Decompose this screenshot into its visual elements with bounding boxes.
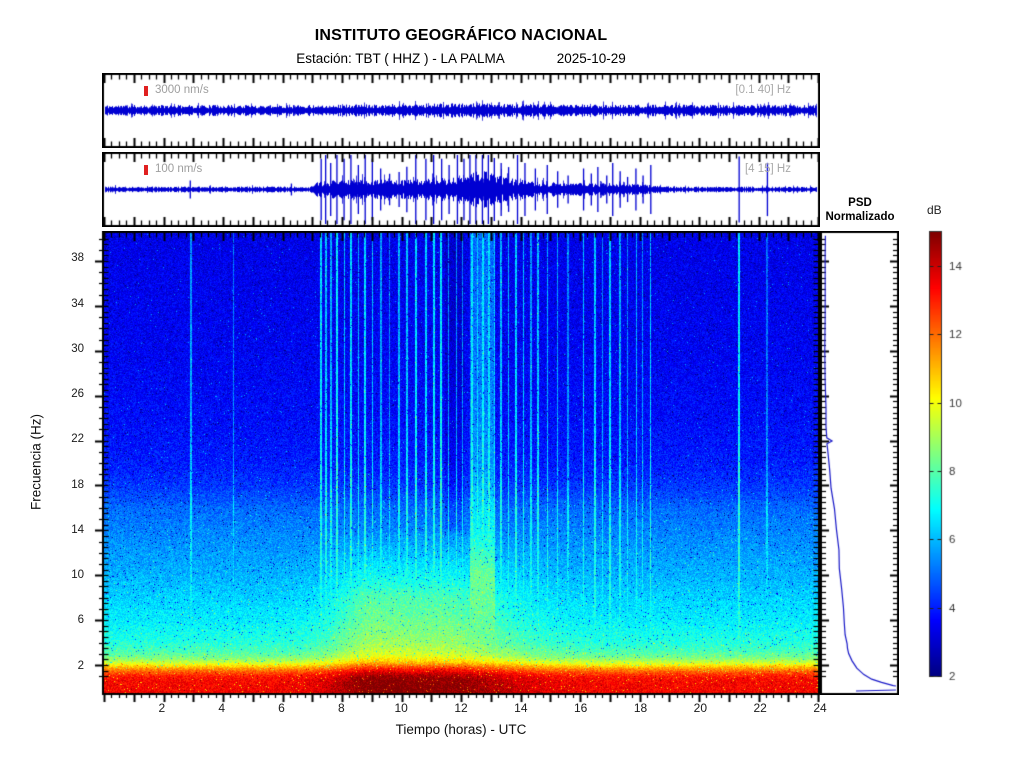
- time-tick-label: 4: [218, 701, 225, 715]
- time-tick-label: 6: [278, 701, 285, 715]
- station-label: Estación: TBT ( HHZ ) - LA PALMA: [296, 51, 505, 66]
- psd-curve-canvas: [820, 231, 899, 695]
- x-axis-label: Tiempo (horas) - UTC: [395, 722, 527, 737]
- time-tick-label: 20: [693, 701, 708, 715]
- scale-bar-icon: [144, 165, 148, 175]
- date-label: 2025-10-29: [556, 51, 626, 66]
- scale-label: 100 nm/s: [155, 163, 203, 175]
- frequency-tick-label: 10: [71, 569, 84, 582]
- frequency-tick-label: 34: [71, 297, 84, 310]
- time-tick-label: 14: [514, 701, 528, 715]
- time-tick-label: 16: [573, 701, 588, 715]
- filter-band-label: [4 15] Hz: [744, 163, 791, 175]
- scale-label: 3000 nm/s: [155, 84, 209, 96]
- subtitle-row: Estación: TBT ( HHZ ) - LA PALMA 2025-10…: [102, 51, 820, 66]
- spectrogram-canvas: [94, 231, 820, 705]
- time-tick-label: 8: [337, 701, 345, 715]
- colorbar-unit-label: dB: [927, 203, 942, 217]
- filter-band-label: [0.1 40] Hz: [735, 84, 791, 96]
- time-tick-label: 2: [158, 701, 166, 715]
- y-axis-label: Frecuencia (Hz): [28, 413, 44, 511]
- scale-bar-icon: [144, 86, 148, 96]
- time-tick-labels: 2 4 6 8 10 12 14 16 18 20 22 24: [102, 701, 826, 717]
- frequency-tick-label: 6: [77, 614, 84, 627]
- time-tick-label: 12: [454, 701, 468, 715]
- frequency-tick-label: 38: [71, 252, 84, 265]
- frequency-tick-label: 26: [71, 388, 84, 401]
- broadband-trace-canvas: [102, 73, 820, 148]
- frequency-tick-label: 22: [71, 433, 84, 446]
- time-tick-label: 24: [813, 701, 827, 715]
- frequency-tick-label: 18: [71, 478, 84, 491]
- colorbar-canvas: [922, 228, 994, 686]
- broadband-trace-panel: 3000 nm/s [0.1 40] Hz: [102, 73, 820, 148]
- time-tick-label: 22: [753, 701, 767, 715]
- page-title: INSTITUTO GEOGRÁFICO NACIONAL: [314, 27, 608, 44]
- filtered-trace-panel: 100 nm/s [4 15] Hz: [102, 152, 820, 227]
- frequency-tick-label: 30: [71, 342, 84, 355]
- frequency-tick-label: 14: [71, 523, 84, 536]
- frequency-tick-labels: 2 6 10 14 18 22 26 30 34 38: [54, 231, 94, 695]
- filtered-trace-canvas: [102, 152, 820, 227]
- frequency-tick-label: 2: [77, 659, 84, 672]
- psd-panel-title: PSD Normalizado: [825, 197, 895, 223]
- time-tick-label: 10: [394, 701, 408, 715]
- time-tick-label: 18: [633, 701, 648, 715]
